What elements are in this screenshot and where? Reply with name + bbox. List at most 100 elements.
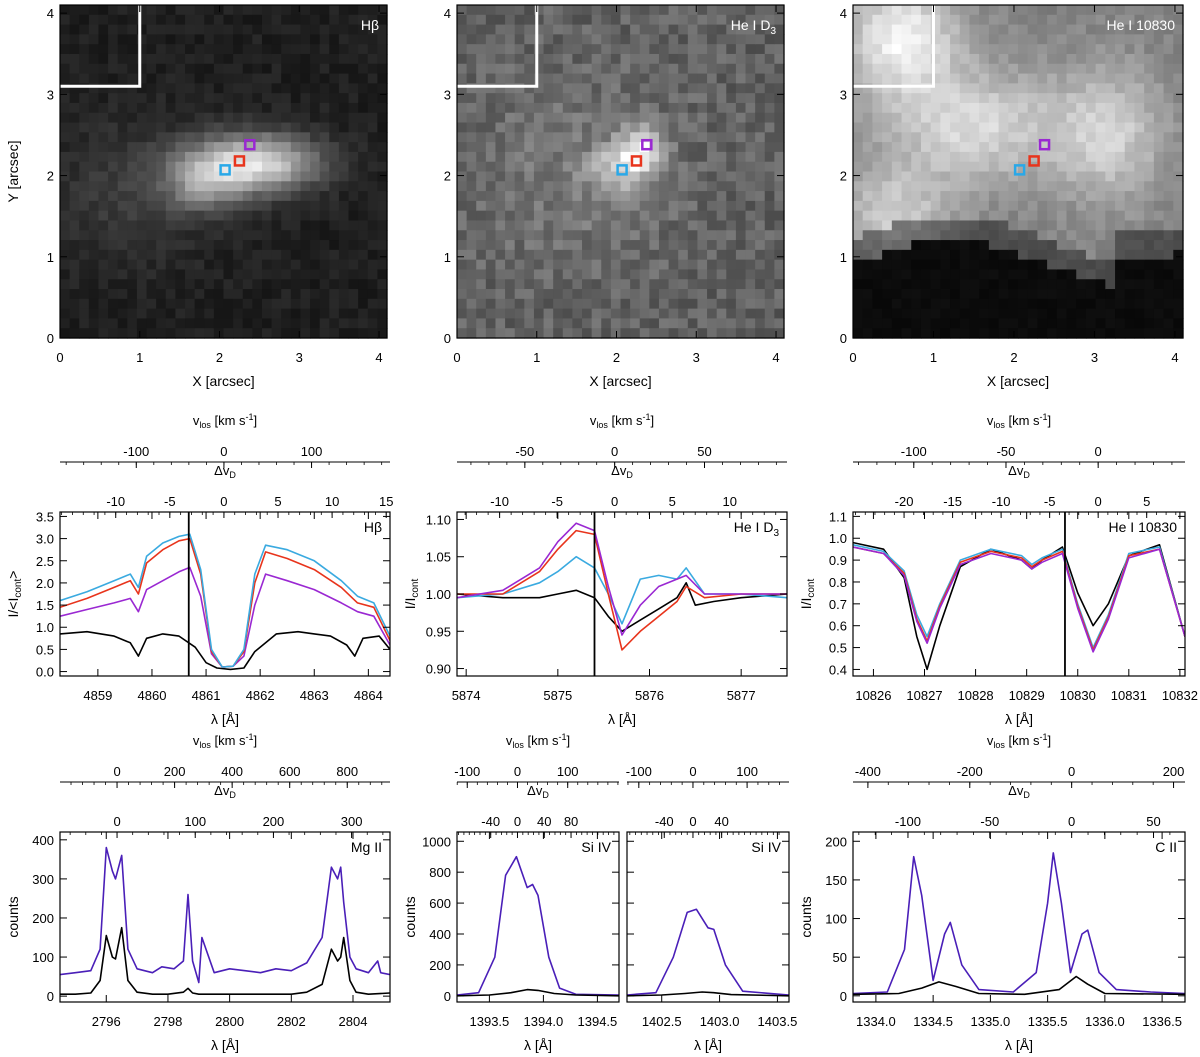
heatmap-cell bbox=[242, 83, 253, 94]
heatmap-cell bbox=[319, 151, 330, 163]
heatmap-cell bbox=[146, 83, 157, 94]
heatmap-cell bbox=[348, 142, 359, 153]
heatmap-cell bbox=[117, 161, 128, 173]
heatmap-cell bbox=[998, 24, 1009, 35]
heatmap-cell bbox=[1124, 24, 1136, 35]
heatmap-cell bbox=[630, 83, 641, 94]
heatmap-cell bbox=[466, 318, 477, 329]
heatmap-cell bbox=[127, 34, 138, 45]
heatmap-cell bbox=[735, 14, 747, 26]
heatmap-cell bbox=[329, 308, 340, 320]
heatmap-cell bbox=[543, 34, 554, 45]
heatmap-cell bbox=[920, 191, 932, 202]
heatmap-cell bbox=[1124, 73, 1136, 84]
heatmap-cell bbox=[290, 24, 302, 35]
heatmap-cell bbox=[252, 269, 263, 280]
heatmap-cell bbox=[697, 191, 708, 202]
heatmap-cell bbox=[969, 191, 980, 202]
heatmap-cell bbox=[271, 142, 282, 153]
heatmap-cell bbox=[1066, 259, 1077, 271]
heatmap-cell bbox=[891, 132, 903, 143]
heatmap-cell bbox=[1163, 259, 1174, 271]
heatmap-cell bbox=[69, 259, 80, 271]
heatmap-cell bbox=[649, 249, 660, 261]
heatmap-cell bbox=[697, 122, 708, 133]
heatmap-cell bbox=[620, 308, 631, 320]
heatmap-cell bbox=[261, 14, 273, 26]
heatmap-cell bbox=[156, 122, 167, 133]
heatmap-cell bbox=[678, 142, 689, 153]
heatmap-cell bbox=[1056, 44, 1068, 55]
heatmap-cell bbox=[88, 259, 100, 271]
heatmap-cell bbox=[329, 112, 340, 124]
heatmap-cell bbox=[553, 240, 564, 251]
heatmap-cell bbox=[959, 328, 971, 339]
heatmap-cell bbox=[872, 171, 883, 182]
heatmap-cell bbox=[290, 289, 302, 300]
heatmap-cell bbox=[687, 269, 699, 280]
heatmap-cell bbox=[175, 5, 186, 16]
heatmap-cell bbox=[716, 63, 727, 75]
plot-frame bbox=[59, 4, 388, 339]
heatmap-cell bbox=[117, 240, 128, 251]
heatmap-cell bbox=[136, 181, 148, 192]
heatmap-cell bbox=[1095, 181, 1106, 192]
heatmap-cell bbox=[882, 122, 893, 133]
heatmap-cell bbox=[882, 328, 893, 339]
heatmap-cell bbox=[1163, 142, 1174, 153]
heatmap-cell bbox=[630, 142, 641, 153]
heatmap-cell bbox=[117, 230, 128, 241]
heatmap-cell bbox=[969, 24, 980, 35]
heatmap-cell bbox=[582, 44, 593, 55]
heatmap-cell bbox=[582, 259, 593, 271]
heatmap-cell bbox=[649, 200, 660, 212]
heatmap-cell bbox=[79, 14, 90, 26]
heatmap-cell bbox=[979, 161, 990, 173]
heatmap-cell bbox=[194, 122, 205, 133]
heatmap-cell bbox=[562, 230, 574, 241]
heatmap-cell bbox=[175, 151, 186, 163]
heatmap-cell bbox=[1066, 24, 1077, 35]
heatmap-cell bbox=[920, 230, 932, 241]
heatmap-cell bbox=[853, 308, 864, 320]
heatmap-cell bbox=[716, 318, 727, 329]
heatmap-cell bbox=[466, 83, 477, 94]
heatmap-cell bbox=[505, 151, 516, 163]
heatmap-cell bbox=[495, 34, 506, 45]
heatmap-cell bbox=[533, 83, 545, 94]
heatmap-cell bbox=[930, 259, 941, 271]
heatmap-cell bbox=[582, 200, 593, 212]
heatmap-cell bbox=[911, 34, 922, 45]
heatmap-cell bbox=[639, 122, 650, 133]
heatmap-cell bbox=[591, 93, 602, 104]
heatmap-cell bbox=[213, 240, 225, 251]
heatmap-cell bbox=[572, 161, 583, 173]
series-group bbox=[853, 541, 1185, 671]
heatmap-cell bbox=[476, 5, 487, 16]
heatmap-cell bbox=[1076, 93, 1087, 104]
heatmap-cell bbox=[146, 63, 157, 75]
heatmap-cell bbox=[882, 298, 893, 310]
heatmap-cell bbox=[735, 298, 747, 310]
heatmap-cell bbox=[572, 230, 583, 241]
heatmap-cell bbox=[687, 5, 699, 16]
heatmap-cell bbox=[988, 102, 1000, 114]
heatmap-cell bbox=[1173, 93, 1184, 104]
heatmap-cell bbox=[271, 269, 282, 280]
heatmap-cell bbox=[79, 122, 90, 133]
heatmap-cell bbox=[1153, 289, 1165, 300]
heatmap-cell bbox=[891, 249, 903, 261]
heatmap-cell bbox=[367, 73, 378, 84]
heatmap-cell bbox=[319, 249, 330, 261]
heatmap-cell bbox=[707, 102, 718, 114]
heatmap-cell bbox=[1153, 171, 1165, 182]
heatmap-cell bbox=[882, 44, 893, 55]
x-tick-label: 4860 bbox=[138, 688, 167, 703]
heatmap-cell bbox=[658, 142, 670, 153]
heatmap-cell bbox=[252, 83, 263, 94]
heatmap-cell bbox=[745, 73, 756, 84]
plot-frame bbox=[852, 511, 1186, 677]
heatmap-cell bbox=[185, 259, 196, 271]
heatmap-cell bbox=[319, 230, 330, 241]
